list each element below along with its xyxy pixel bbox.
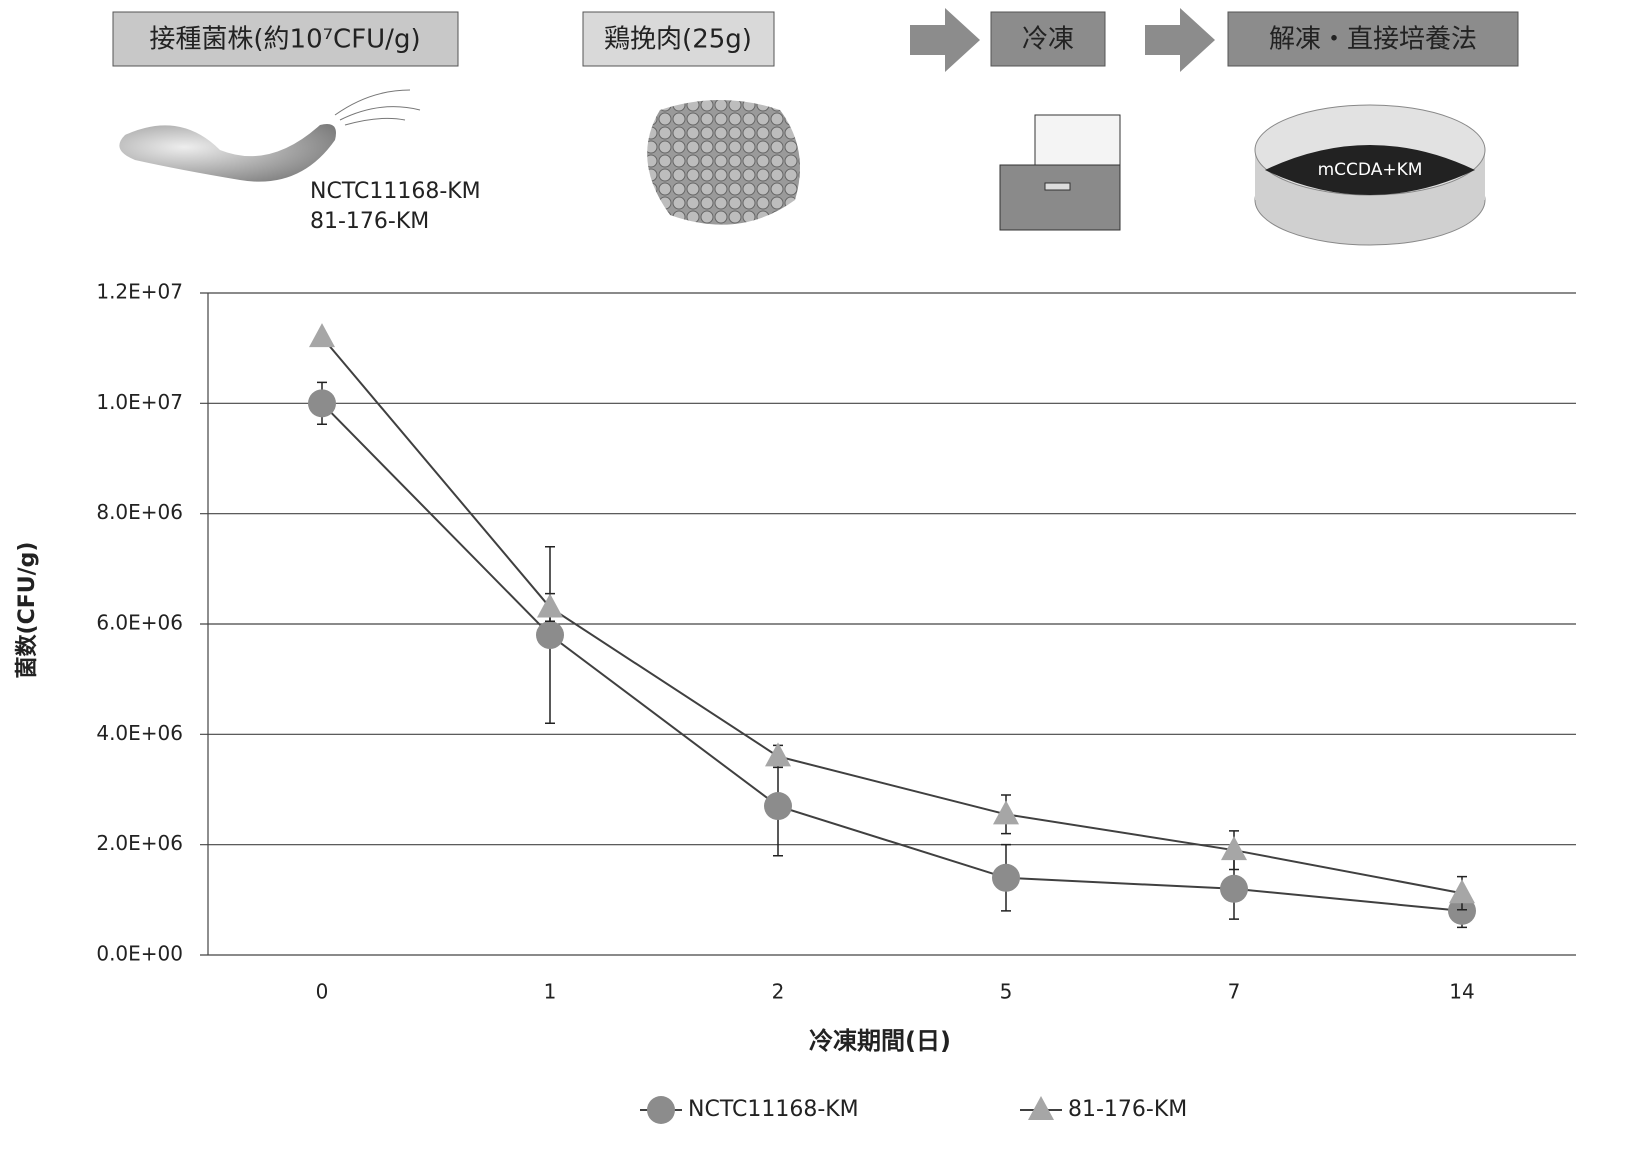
y-tick-label: 8.0E+06 <box>96 500 183 524</box>
legend-marker <box>647 1096 675 1124</box>
medium-label: mCCDA+KM <box>1318 160 1423 180</box>
series-line <box>322 337 1462 893</box>
data-point <box>765 742 791 766</box>
step-label: 接種菌株(約10⁷CFU/g) <box>149 25 420 55</box>
y-tick-label: 6.0E+06 <box>96 611 183 635</box>
x-tick-label: 0 <box>316 980 329 1004</box>
step-label: 解凍・直接培養法 <box>1269 25 1477 55</box>
y-tick-label: 4.0E+06 <box>96 721 183 745</box>
bacterium-icon <box>119 124 336 182</box>
x-tick-label: 14 <box>1449 980 1474 1004</box>
data-point <box>992 864 1020 892</box>
data-point <box>764 792 792 820</box>
x-tick-label: 1 <box>544 980 557 1004</box>
chart: 接種菌株(約10⁷CFU/g) 鶏挽肉(25g) 冷凍 解凍・直接培養法 NCT… <box>0 0 1632 1170</box>
data-point <box>308 389 336 417</box>
y-tick-label: 0.0E+00 <box>96 942 183 966</box>
y-axis-title: 菌数(CFU/g) <box>14 542 40 679</box>
arrow <box>910 8 980 72</box>
x-tick-label: 2 <box>772 980 785 1004</box>
step-label: 鶏挽肉(25g) <box>604 25 752 55</box>
freezer-lid <box>1035 115 1120 165</box>
data-point <box>309 323 335 347</box>
legend-marker <box>1028 1096 1054 1120</box>
legend-label: NCTC11168-KM <box>688 1097 859 1122</box>
x-tick-label: 5 <box>1000 980 1013 1004</box>
y-tick-label: 1.2E+07 <box>96 280 183 304</box>
step-label: 冷凍 <box>1022 25 1074 55</box>
strain-label: 81-176-KM <box>310 209 429 234</box>
freezer-handle <box>1045 183 1070 190</box>
data-point <box>536 621 564 649</box>
data-point <box>1220 875 1248 903</box>
x-axis-title: 冷凍期間(日) <box>809 1027 951 1055</box>
legend-label: 81-176-KM <box>1068 1097 1187 1122</box>
diagram: 接種菌株(約10⁷CFU/g) 鶏挽肉(25g) 冷凍 解凍・直接培養法 NCT… <box>113 8 1518 245</box>
series-line <box>322 403 1462 911</box>
x-tick-label: 7 <box>1228 980 1241 1004</box>
freezer-icon <box>1000 165 1120 230</box>
flagella <box>335 90 420 125</box>
y-tick-label: 1.0E+07 <box>96 390 183 414</box>
meat-icon <box>647 100 800 225</box>
y-tick-label: 2.0E+06 <box>96 831 183 855</box>
arrow <box>1145 8 1215 72</box>
strain-label: NCTC11168-KM <box>310 179 481 204</box>
